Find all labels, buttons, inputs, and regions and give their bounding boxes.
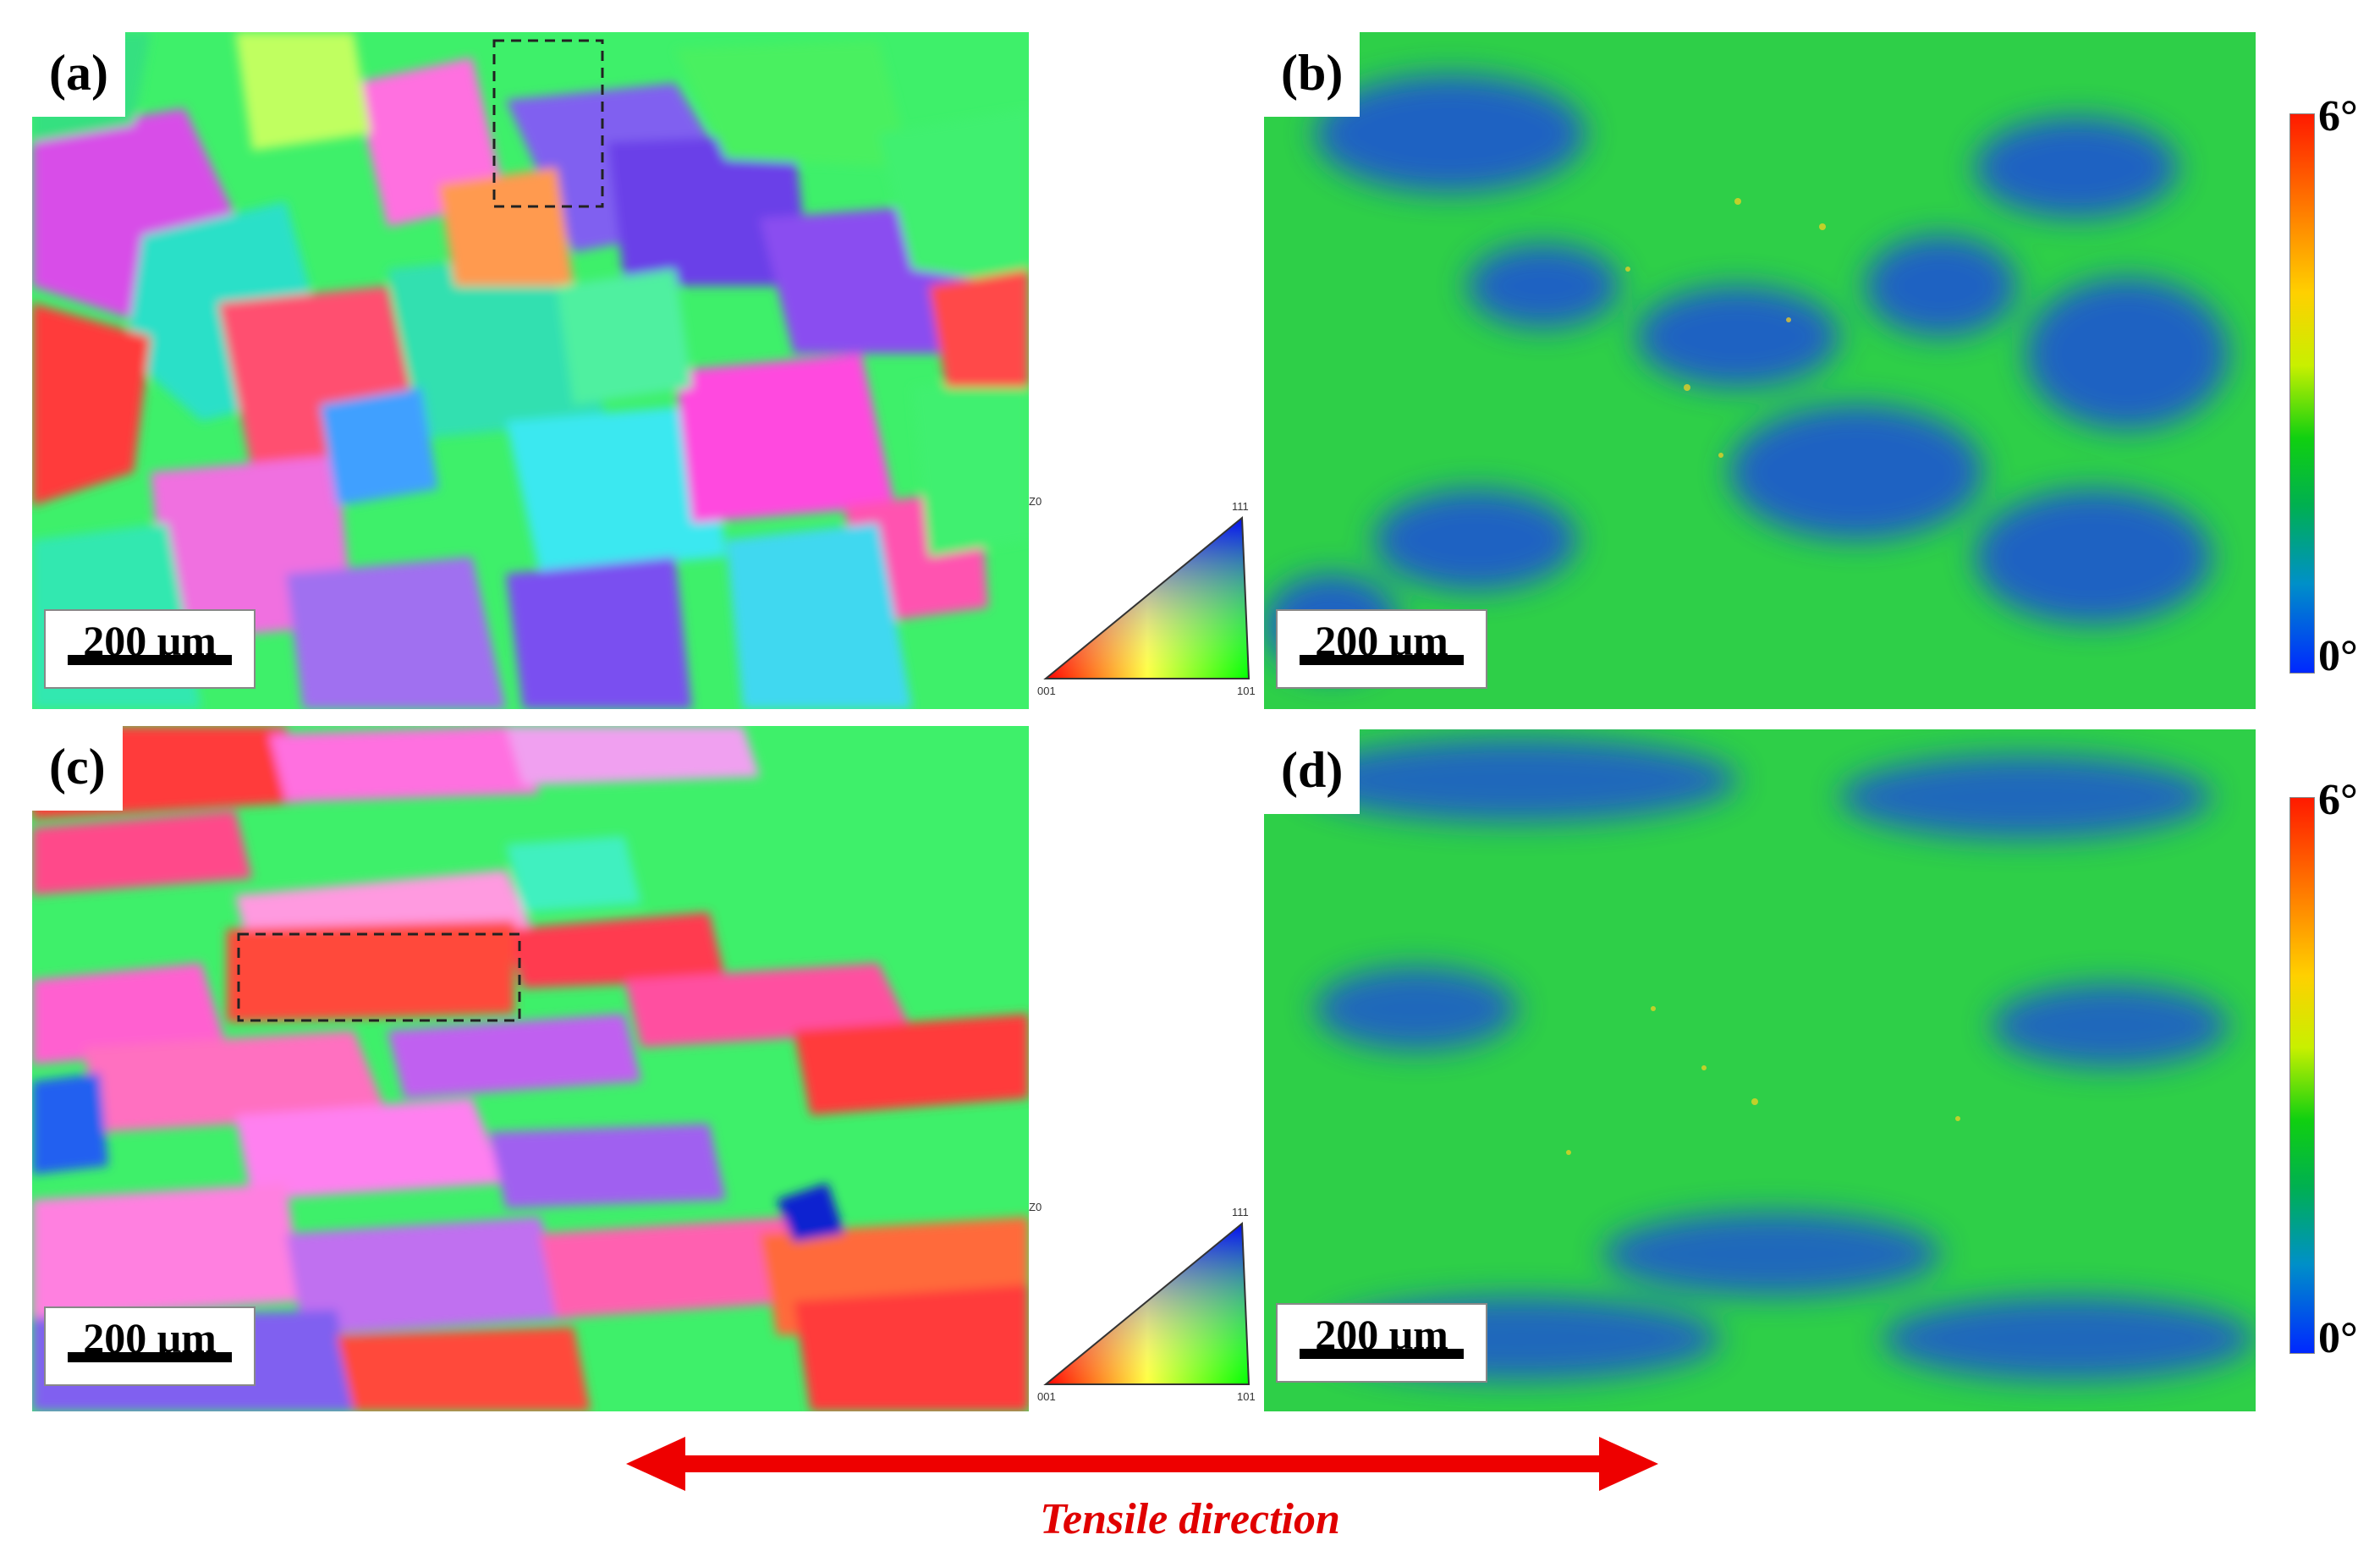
ipf-triangle-bottom xyxy=(1043,1221,1250,1385)
ipf-map-a: (a) 200 μm xyxy=(32,32,1029,709)
kam-map-d: (d) 200 μm xyxy=(1264,729,2256,1411)
ipf-map-a-image xyxy=(32,32,1029,709)
kam-map-b-image xyxy=(1264,32,2256,709)
ipf-map-c: (c) 200 μm xyxy=(32,726,1029,1411)
kam-map-b: (b) 200 μm xyxy=(1264,32,2256,709)
ipf-key-top: Z0 111 001 101 xyxy=(1029,487,1269,704)
region-box-c xyxy=(237,932,521,1022)
scale-label-b: 200 μm xyxy=(1315,617,1448,664)
tensile-direction-label: Tensile direction xyxy=(1040,1495,1340,1543)
colorbar-bottom xyxy=(2289,797,2315,1354)
panel-label-b: (b) xyxy=(1264,32,1360,117)
colorbar-min-bottom: 0° xyxy=(2318,1314,2358,1362)
scale-label-a: 200 μm xyxy=(83,617,217,664)
kam-map-d-image xyxy=(1264,729,2256,1411)
scale-bar-box-d: 200 μm xyxy=(1276,1303,1487,1383)
scale-bar-box-a: 200 μm xyxy=(44,609,256,689)
ipf-101-bottom: 101 xyxy=(1237,1390,1256,1403)
ipf-001-bottom: 001 xyxy=(1037,1390,1056,1403)
ipf-111-top: 111 xyxy=(1232,500,1249,513)
ipf-001-top: 001 xyxy=(1037,685,1056,697)
scale-bar-a xyxy=(68,655,232,665)
ipf-101-top: 101 xyxy=(1237,685,1256,697)
tensile-direction-arrow xyxy=(626,1437,1658,1491)
panel-label-a: (a) xyxy=(32,32,125,117)
ipf-key-bottom: Z0 111 001 101 xyxy=(1029,1193,1269,1410)
scale-label-d: 200 μm xyxy=(1315,1311,1448,1358)
ipf-map-c-image xyxy=(32,726,1029,1411)
scale-bar-box-b: 200 μm xyxy=(1276,609,1487,689)
colorbar-max-top: 6° xyxy=(2318,92,2358,140)
ipf-axis-top: Z0 xyxy=(1029,495,1042,508)
ipf-111-bottom: 111 xyxy=(1232,1206,1249,1218)
scale-label-c: 200 μm xyxy=(83,1314,217,1361)
scale-bar-d xyxy=(1300,1349,1464,1359)
ipf-axis-bottom: Z0 xyxy=(1029,1201,1042,1213)
scale-bar-b xyxy=(1300,655,1464,665)
scale-bar-c xyxy=(68,1352,232,1362)
panel-label-d: (d) xyxy=(1264,729,1360,814)
panel-label-c: (c) xyxy=(32,726,123,811)
scale-bar-box-c: 200 μm xyxy=(44,1306,256,1386)
colorbar-top xyxy=(2289,113,2315,674)
region-box-a xyxy=(492,39,604,208)
colorbar-min-top: 0° xyxy=(2318,632,2358,680)
ipf-triangle-top xyxy=(1043,515,1250,679)
colorbar-max-bottom: 6° xyxy=(2318,776,2358,824)
